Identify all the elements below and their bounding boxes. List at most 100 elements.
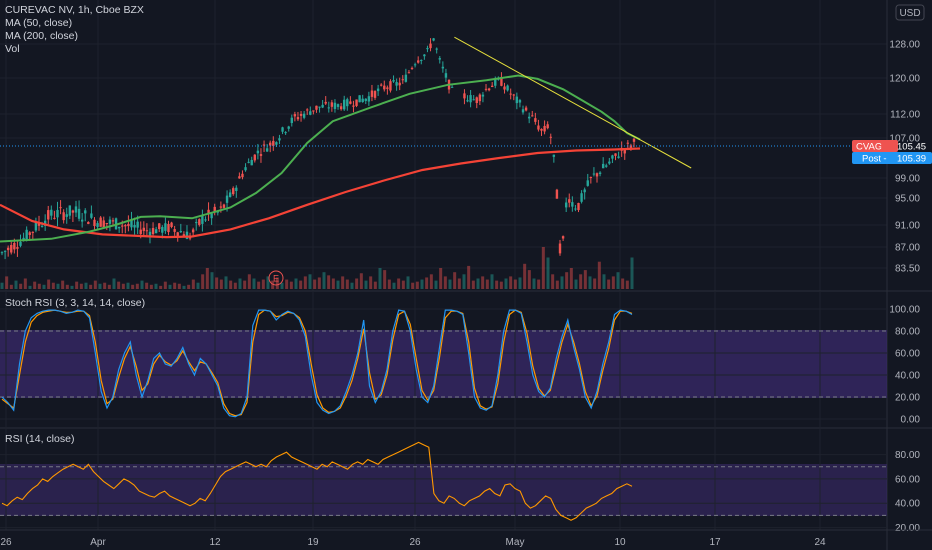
candle-body — [444, 73, 448, 78]
stoch-tick-label: 0.00 — [901, 415, 921, 426]
time-tick-label: 26 — [0, 537, 12, 548]
candle-body — [222, 204, 226, 208]
price-tick-label: 120.00 — [889, 74, 920, 85]
candle-body — [247, 161, 250, 163]
volume-bar — [173, 282, 177, 289]
candle-body — [16, 247, 19, 249]
volume-bar — [546, 257, 550, 289]
rsi-tick-label: 40.00 — [895, 499, 920, 510]
currency-button[interactable]: USD — [895, 4, 925, 21]
volume-bar — [406, 276, 410, 289]
candle-body — [404, 74, 408, 82]
candle-body — [235, 187, 238, 191]
candle-body — [213, 206, 216, 213]
volume-bar — [387, 279, 391, 289]
candle-body — [34, 222, 38, 231]
volume-bar — [504, 278, 508, 289]
candle-body — [503, 86, 506, 90]
candle-body — [506, 85, 509, 91]
stoch-tick-label: 40.00 — [895, 371, 920, 382]
volume-bar — [266, 276, 270, 289]
candle-body — [290, 117, 293, 124]
candle-body — [598, 172, 602, 174]
price-tag-post-label: Post — [862, 154, 881, 165]
ma200-legend[interactable]: MA (200, close) — [5, 30, 78, 42]
candle-body — [195, 222, 198, 224]
volume-bar — [219, 279, 223, 289]
candle-body — [284, 132, 287, 134]
candle-body — [148, 231, 152, 236]
volume-bar — [271, 280, 275, 289]
candle-body — [432, 38, 435, 41]
time-tick-label: 26 — [409, 537, 421, 548]
candle-body — [281, 127, 284, 132]
volume-bar — [42, 284, 46, 289]
volume-legend[interactable]: Vol — [5, 43, 20, 55]
volume-bar — [616, 272, 620, 289]
volume-bar — [70, 285, 74, 289]
stoch-tick-label: 20.00 — [895, 393, 920, 404]
volume-bar — [159, 285, 163, 289]
volume-bar — [103, 282, 107, 289]
candle-body — [62, 212, 65, 221]
volume-bar — [322, 272, 326, 289]
price-tick-label: 128.00 — [889, 40, 920, 51]
volume-bar — [37, 283, 41, 289]
ma50-line — [0, 74, 641, 243]
volume-bar — [313, 279, 317, 289]
candle-body — [47, 210, 50, 220]
candle-body — [96, 223, 99, 227]
rsi-tick-label: 20.00 — [895, 523, 920, 534]
svg-text:-: - — [878, 142, 881, 153]
candle-body — [179, 231, 183, 233]
candle-body — [413, 64, 417, 66]
candle-body — [10, 245, 13, 253]
time-tick-label: 17 — [709, 537, 721, 548]
volume-bar — [359, 273, 363, 289]
volume-bar — [373, 281, 377, 289]
price-axis: 128.00 120.00 112.00 107.00 99.00 95.00 91.00 8… — [889, 40, 920, 275]
candle-body — [130, 220, 133, 228]
volume-bar — [518, 277, 522, 289]
time-tick-label: 24 — [814, 537, 826, 548]
candle-body — [589, 176, 593, 178]
ma50-legend[interactable]: MA (50, close) — [5, 17, 72, 29]
price-tick-label: 112.00 — [890, 110, 920, 121]
candle-body — [111, 220, 115, 222]
candle-body — [580, 193, 583, 202]
candle-body — [595, 173, 599, 177]
volume-bar — [560, 276, 564, 289]
candle-body — [275, 142, 278, 145]
time-tick-label: Apr — [90, 537, 106, 548]
volume-bar — [261, 279, 265, 289]
candle-body — [571, 202, 574, 207]
candle-body — [117, 226, 121, 229]
price-tick-label: 91.00 — [895, 221, 920, 232]
volume-bar — [280, 282, 284, 289]
candle-body — [389, 81, 392, 91]
volume-bar — [163, 281, 167, 289]
stoch-rsi-legend[interactable]: Stoch RSI (3, 3, 14, 14, close) — [5, 297, 145, 309]
candle-body — [154, 229, 158, 234]
candle-body — [53, 217, 56, 219]
candle-body — [299, 113, 303, 116]
rsi-legend[interactable]: RSI (14, close) — [5, 433, 74, 445]
candle-body — [515, 96, 519, 104]
candle-body — [321, 104, 324, 108]
symbol-title[interactable]: CUREVAC NV, 1h, Cboe BZX — [5, 4, 144, 16]
candle-body — [302, 113, 306, 118]
candle-body — [161, 226, 164, 233]
candle-body — [127, 223, 130, 227]
volume-bar — [471, 280, 475, 289]
volume-bar — [420, 279, 424, 289]
volume-bar — [327, 275, 331, 289]
rsi-tick-label: 80.00 — [895, 450, 920, 461]
volume-bar — [187, 284, 191, 289]
candle-body — [564, 202, 568, 208]
volume-bar — [541, 247, 545, 289]
candle-body — [241, 173, 244, 178]
earnings-marker[interactable]: E — [268, 270, 284, 286]
candle-body — [315, 105, 318, 110]
candle-body — [182, 234, 186, 237]
stoch-axis: 100.00 80.00 60.00 40.00 20.00 0.00 — [889, 305, 920, 426]
